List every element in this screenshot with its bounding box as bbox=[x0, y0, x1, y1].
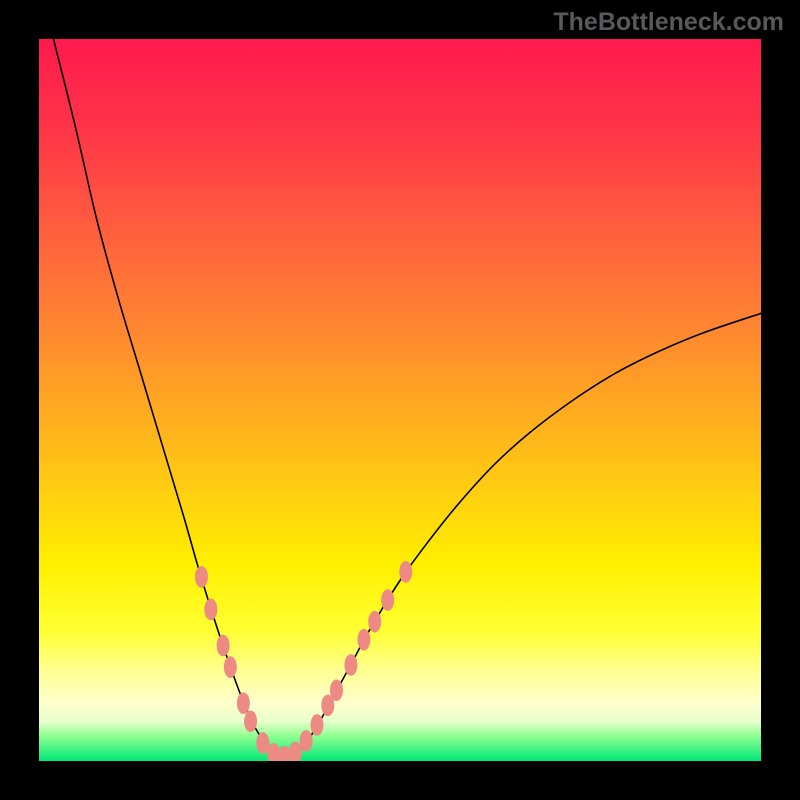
marker-point bbox=[357, 629, 370, 651]
marker-point bbox=[244, 710, 257, 732]
marker-point bbox=[330, 679, 343, 701]
marker-point bbox=[237, 692, 250, 714]
marker-point bbox=[195, 566, 208, 588]
marker-point bbox=[256, 732, 269, 754]
plot-area bbox=[39, 39, 761, 761]
marker-point bbox=[204, 599, 217, 621]
marker-point bbox=[368, 611, 381, 633]
marker-point bbox=[300, 730, 313, 752]
plot-svg bbox=[39, 39, 761, 761]
marker-point bbox=[217, 635, 230, 657]
marker-point bbox=[381, 589, 394, 611]
marker-point bbox=[224, 656, 237, 678]
marker-point bbox=[344, 654, 357, 676]
gradient-background bbox=[39, 39, 761, 761]
watermark-text: TheBottleneck.com bbox=[553, 8, 784, 37]
marker-point bbox=[310, 714, 323, 736]
marker-point bbox=[399, 561, 412, 583]
chart-canvas: TheBottleneck.com bbox=[0, 0, 800, 800]
